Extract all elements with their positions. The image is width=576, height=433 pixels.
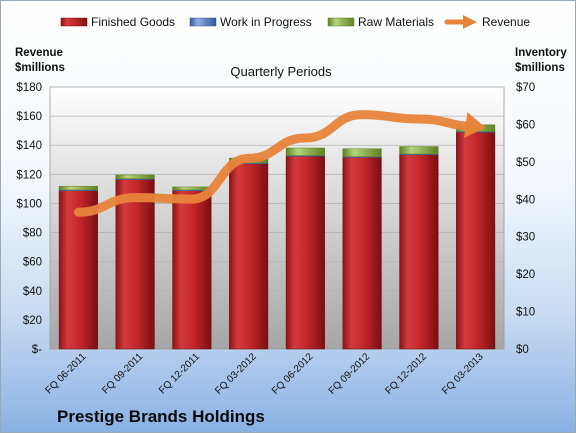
x-tick-label: FQ 03-2013: [440, 351, 486, 397]
right-axis-title-line1: Inventory: [515, 47, 567, 59]
legend-label-revenue: Revenue: [482, 15, 530, 29]
bar-finished-goods: [58, 190, 98, 350]
legend-swatch-raw-materials: [327, 17, 355, 27]
left-tick-label: $-: [32, 344, 42, 356]
x-axis-labels: FQ 06-2011 FQ 09-2011 FQ 12-2011 FQ 03-2012…: [44, 351, 487, 397]
left-axis-title-line1: Revenue: [15, 47, 63, 59]
x-tick-label: FQ 06-2012: [270, 351, 316, 397]
x-tick-label: FQ 03-2012: [213, 351, 259, 397]
bars: [58, 124, 496, 350]
left-tick-label: $100: [16, 198, 42, 210]
legend-label-finished-goods: Finished Goods: [91, 15, 175, 29]
left-tick-label: $180: [16, 82, 42, 94]
left-tick-label: $120: [16, 169, 42, 181]
bar-raw-materials: [285, 147, 325, 156]
bar-finished-goods: [115, 179, 155, 350]
right-tick-label: $10: [516, 307, 535, 319]
bar-raw-materials: [58, 185, 98, 191]
bar-raw-materials: [172, 186, 212, 191]
legend-label-work-in-progress: Work in Progress: [220, 15, 312, 29]
left-tick-label: $80: [23, 228, 42, 240]
legend-swatch-finished-goods: [60, 17, 88, 27]
left-tick-label: $20: [23, 315, 42, 327]
right-tick-label: $30: [516, 232, 535, 244]
left-tick-label: $140: [16, 140, 42, 152]
bar-finished-goods: [285, 155, 325, 350]
left-tick-label: $40: [23, 286, 42, 298]
right-tick-label: $50: [516, 157, 535, 169]
revenue-line: [73, 110, 486, 217]
right-tick-label: $70: [516, 82, 535, 94]
legend-label-raw-materials: Raw Materials: [358, 15, 434, 29]
x-tick-label: FQ 06-2011: [44, 351, 89, 396]
left-tick-label: $60: [23, 257, 42, 269]
revenue-line-path: [73, 110, 481, 217]
company-name: Prestige Brands Holdings: [57, 407, 265, 426]
left-tick-label: $160: [16, 111, 42, 123]
bar-finished-goods: [342, 157, 382, 350]
right-axis-title-line2: $millions: [515, 62, 565, 74]
x-tick-label: FQ 09-2011: [100, 351, 145, 396]
left-axis-ticks: $- $20 $40 $60 $80 $100 $120 $140 $160 $180: [16, 82, 42, 356]
bar-raw-materials: [115, 174, 155, 179]
bar-finished-goods: [399, 154, 439, 350]
left-axis-title-line2: $millions: [15, 62, 65, 74]
x-tick-label: FQ 12-2012: [383, 351, 429, 397]
right-tick-label: $20: [516, 269, 535, 281]
right-tick-label: $40: [516, 194, 535, 206]
legend-swatch-work-in-progress: [189, 17, 217, 27]
x-tick-label: FQ 09-2012: [327, 351, 373, 397]
right-axis-ticks: $0 $10 $20 $30 $40 $50 $60 $70: [516, 82, 535, 356]
right-tick-label: $0: [516, 344, 529, 356]
revenue-arrowhead: [464, 112, 486, 138]
x-tick-label: FQ 12-2011: [157, 351, 202, 396]
chart-title: Quarterly Periods: [230, 64, 332, 79]
bar-raw-materials: [342, 148, 382, 157]
right-tick-label: $60: [516, 119, 535, 131]
legend: Finished Goods Work in Progress Raw Mate…: [60, 15, 530, 29]
legend-swatch-revenue: [444, 15, 477, 29]
bar-raw-materials: [399, 146, 439, 155]
bar-finished-goods: [229, 163, 269, 350]
bar-finished-goods: [172, 190, 212, 350]
bar-finished-goods: [456, 132, 496, 350]
